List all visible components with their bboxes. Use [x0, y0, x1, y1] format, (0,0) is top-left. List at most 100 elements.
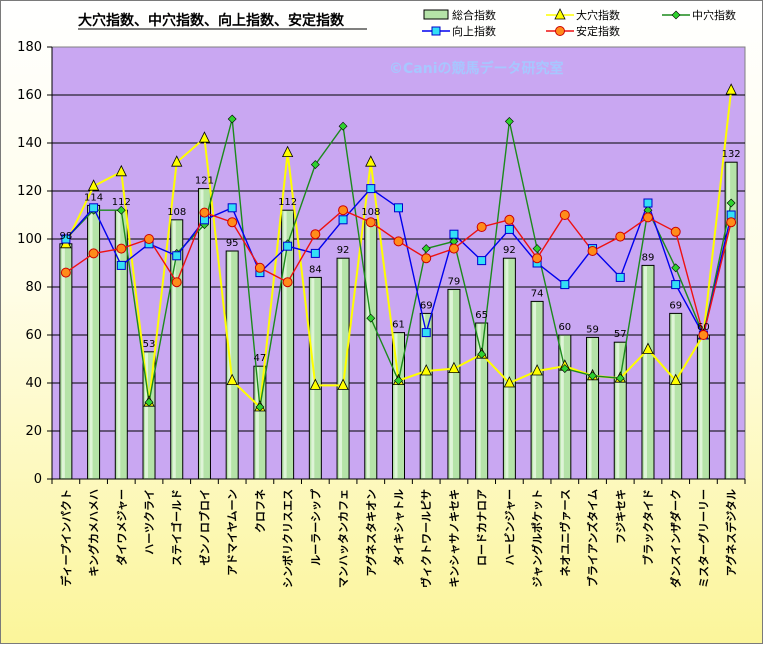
square-marker	[504, 224, 514, 234]
circle-marker	[365, 217, 376, 228]
triangle-marker	[309, 378, 321, 390]
square-marker	[477, 256, 487, 266]
circle-marker	[310, 229, 321, 240]
y-tick-label: 80	[25, 280, 42, 295]
category-label: ブライアンズタイム	[586, 489, 600, 587]
category-label: ダイワメジャー	[114, 489, 128, 565]
circle-marker	[282, 277, 293, 288]
bar-value-label: 47	[254, 353, 267, 364]
bar-value-label: 121	[195, 176, 214, 187]
circle-marker	[144, 234, 155, 244]
bar	[336, 257, 350, 480]
category-label: ブラックタイド	[641, 489, 655, 566]
square-marker	[421, 328, 431, 338]
category-label: ディープインパクト	[59, 489, 73, 587]
circle-marker	[642, 212, 653, 223]
bar-value-label: 132	[722, 149, 741, 160]
bar	[225, 250, 239, 480]
diamond-marker	[671, 263, 681, 273]
triangle-marker	[531, 364, 543, 376]
bar-value-label: 60	[558, 322, 571, 333]
square-marker	[61, 234, 71, 244]
diamond-marker	[338, 121, 348, 131]
triangle-marker	[642, 342, 654, 354]
circle-marker	[555, 26, 565, 36]
square-marker	[431, 26, 441, 36]
bar-highlight	[588, 338, 592, 478]
diamond-marker	[421, 244, 431, 254]
triangle-marker	[337, 378, 349, 390]
triangle-marker	[226, 373, 238, 386]
square-marker	[615, 272, 625, 282]
bar-highlight	[671, 314, 675, 478]
category-label: ハービンジャー	[502, 489, 516, 565]
bar-highlight	[422, 314, 426, 478]
bar-value-label: 112	[112, 197, 131, 208]
bar	[558, 334, 572, 480]
bar-highlight	[727, 163, 731, 478]
y-tick-label: 0	[34, 472, 42, 487]
bar	[475, 322, 489, 480]
diamond-marker	[255, 402, 265, 412]
y-tick-label: 100	[17, 232, 42, 247]
bar-highlight	[699, 336, 703, 478]
legend-label: 総合指数	[452, 8, 496, 22]
circle-marker	[448, 243, 459, 254]
triangle-marker	[365, 155, 377, 167]
triangle-marker	[554, 8, 566, 20]
category-label: ハーツクライ	[143, 489, 156, 555]
chart-title: 大穴指数、中穴指数、向上指数、安定指数	[78, 12, 345, 29]
diamond-marker	[726, 198, 736, 208]
bar-value-label: 65	[475, 310, 488, 321]
diamond-marker	[144, 397, 154, 407]
legend-label: 大穴指数	[576, 8, 620, 22]
bar-value-label: 89	[642, 252, 655, 263]
diamond-marker	[615, 373, 625, 383]
bar-highlight	[560, 336, 564, 478]
bar-value-label: 69	[669, 300, 682, 311]
triangle-marker	[503, 376, 516, 388]
watermark: ©Caniの競馬データ研究室	[389, 60, 564, 77]
category-label: アグネスデジタル	[724, 489, 738, 576]
data-labels: 98 114 112 53 108 121 95 47 112 84 92 108 61 69 79 65 92…	[59, 149, 740, 364]
bar-value-label: 108	[167, 207, 186, 218]
bar-highlight	[533, 302, 537, 478]
bar	[197, 188, 211, 480]
bar-value-label: 61	[392, 320, 405, 331]
triangle-marker	[198, 131, 211, 143]
bar	[447, 288, 461, 480]
circle-marker	[504, 214, 515, 225]
category-label: キンシャサノキセキ	[448, 489, 461, 587]
bar-value-label: 92	[337, 245, 350, 256]
circle-marker	[116, 243, 127, 254]
bar-highlight	[449, 290, 453, 478]
circle-marker	[393, 236, 404, 247]
square-marker	[310, 248, 320, 258]
square-marker	[671, 280, 681, 290]
category-label: ロードカナロア	[476, 489, 489, 566]
circle-marker	[615, 231, 626, 242]
square-marker	[560, 280, 570, 290]
category-label: シンボリクリスエス	[281, 489, 295, 588]
category-label: ジャングルポケット	[530, 489, 544, 587]
square-marker	[89, 203, 99, 213]
bar	[724, 161, 738, 480]
triangle-marker	[115, 164, 127, 177]
category-label: マンハッタンカフェ	[337, 489, 350, 588]
diamond-marker	[560, 364, 570, 374]
category-label: ネオユニヴァース	[558, 489, 572, 576]
square-marker	[338, 215, 348, 225]
triangle-marker	[725, 83, 737, 95]
bar-value-label: 69	[420, 300, 433, 311]
y-tick-label: 160	[17, 88, 42, 103]
bar	[59, 243, 73, 480]
diamond-marker	[310, 160, 320, 170]
bar-value-label: 98	[59, 231, 72, 242]
bar	[641, 264, 655, 480]
bar	[502, 257, 516, 480]
bar	[419, 312, 433, 480]
category-label: ミスターグリーリー	[696, 489, 710, 588]
bar-highlight	[616, 343, 620, 478]
y-tick-label: 180	[17, 40, 42, 55]
bar	[696, 334, 710, 480]
